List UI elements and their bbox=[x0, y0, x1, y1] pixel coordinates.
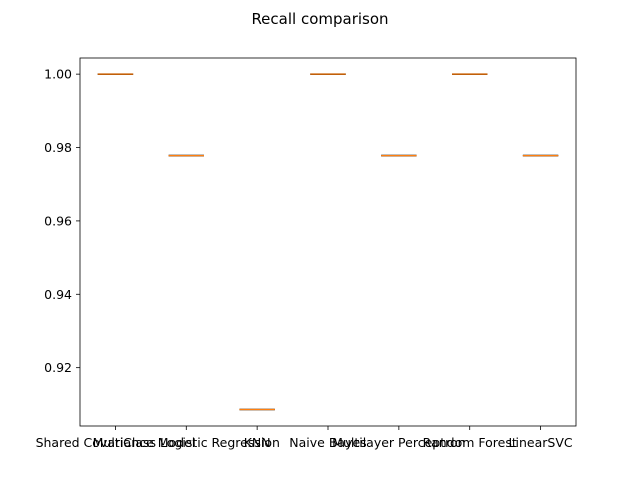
axes-frame bbox=[79, 57, 577, 427]
y-tick-label: 1.00 bbox=[44, 67, 72, 82]
chart-title: Recall comparison bbox=[251, 10, 388, 28]
y-tick-label: 0.92 bbox=[44, 360, 72, 375]
plot-area: 0.92 0.94 0.96 0.98 1.00 Shared Covariance Mo… bbox=[36, 57, 577, 450]
x-tick-label: Multilayer Perceptron bbox=[332, 435, 465, 450]
y-tick-label: 0.98 bbox=[44, 140, 72, 155]
x-tick-label: Random Forest bbox=[423, 435, 517, 450]
x-tick-label: Shared Covariance Model bbox=[36, 435, 196, 450]
y-tick-label: 0.94 bbox=[44, 287, 72, 302]
y-tick-label: 0.96 bbox=[44, 213, 72, 228]
x-tick-label: KNN bbox=[244, 435, 271, 450]
x-tick-label: LinearSVC bbox=[509, 435, 573, 450]
x-tick-label: MultiClass Logistic Regression bbox=[93, 435, 280, 450]
x-tick-label: Naive Bayes bbox=[289, 435, 366, 450]
